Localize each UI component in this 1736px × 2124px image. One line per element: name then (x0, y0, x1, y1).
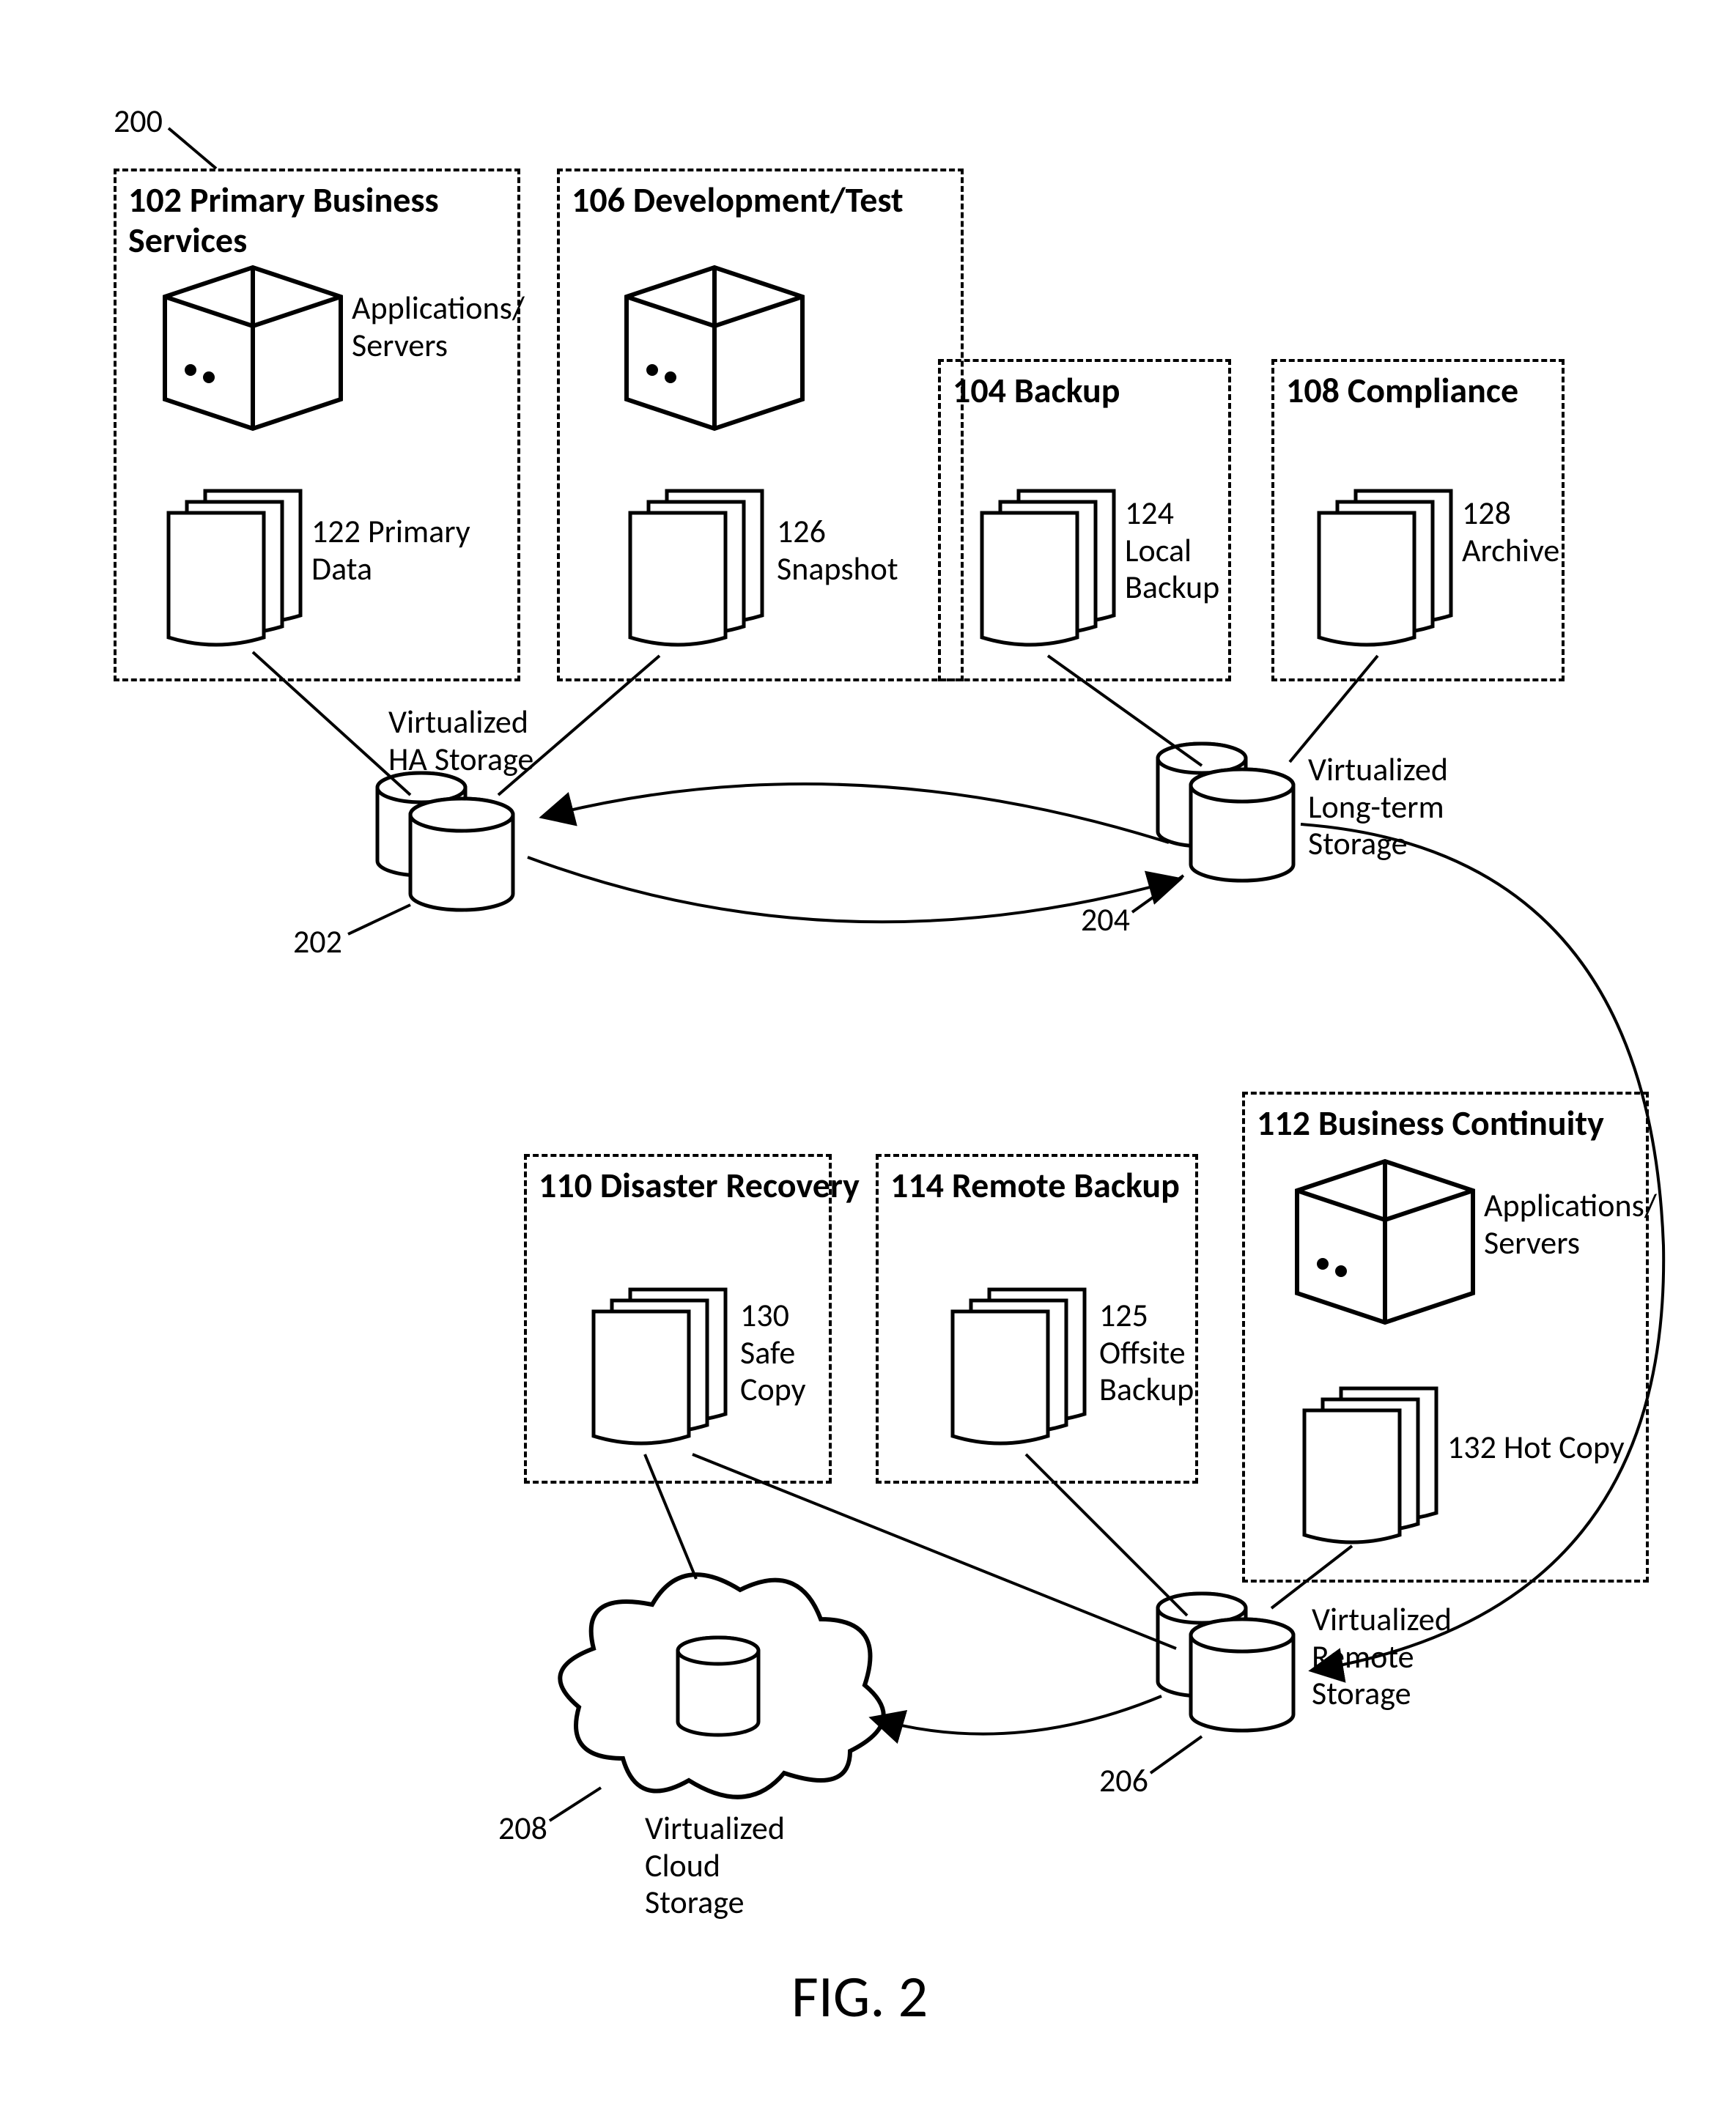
box-104-title: 104 Backup (953, 370, 1120, 410)
storage-202-ref: 202 (293, 923, 342, 961)
ref-200: 200 (114, 103, 163, 140)
box-112-docs-label: 132 Hot Copy (1447, 1429, 1625, 1466)
box-112 (1242, 1092, 1649, 1583)
storage-204-label: Virtualized Long-term Storage (1308, 751, 1448, 862)
box-108-title: 108 Compliance (1286, 370, 1518, 410)
box-110-title: 110 Disaster Recovery (539, 1165, 860, 1205)
storage-icon (1158, 744, 1293, 881)
storage-208-ref: 208 (498, 1810, 547, 1847)
box-102-server-label: Applications/ Servers (352, 289, 525, 363)
cloud-storage-icon (560, 1575, 883, 1797)
box-104-docs-label: 124 Local Backup (1125, 495, 1219, 606)
box-106 (557, 169, 964, 681)
figure-label: FIG. 2 (791, 1964, 928, 2031)
box-110-docs-label: 130 Safe Copy (740, 1297, 805, 1408)
box-102-docs-label: 122 Primary Data (311, 513, 470, 587)
storage-206-label: Virtualized Remote Storage (1312, 1601, 1452, 1712)
box-112-server-label: Applications/ Servers (1484, 1187, 1657, 1261)
storage-204-ref: 204 (1081, 901, 1130, 939)
storage-206-ref: 206 (1099, 1762, 1148, 1799)
box-112-title: 112 Business Continuity (1257, 1103, 1604, 1143)
box-106-title: 106 Development/Test (572, 180, 904, 220)
box-102-title: 102 Primary Business Services (128, 180, 439, 260)
storage-208-label: Virtualized Cloud Storage (645, 1810, 785, 1921)
box-106-docs-label: 126 Snapshot (777, 513, 898, 587)
storage-icon (1158, 1594, 1293, 1731)
storage-202-label: Virtualized HA Storage (388, 703, 533, 777)
box-108-docs-label: 128 Archive (1462, 495, 1559, 569)
box-114-title: 114 Remote Backup (890, 1165, 1180, 1205)
storage-icon (377, 773, 513, 910)
diagram-canvas: 102 Primary Business Services Applicatio… (0, 0, 1736, 2124)
box-114-docs-label: 125 Offsite Backup (1099, 1297, 1194, 1408)
